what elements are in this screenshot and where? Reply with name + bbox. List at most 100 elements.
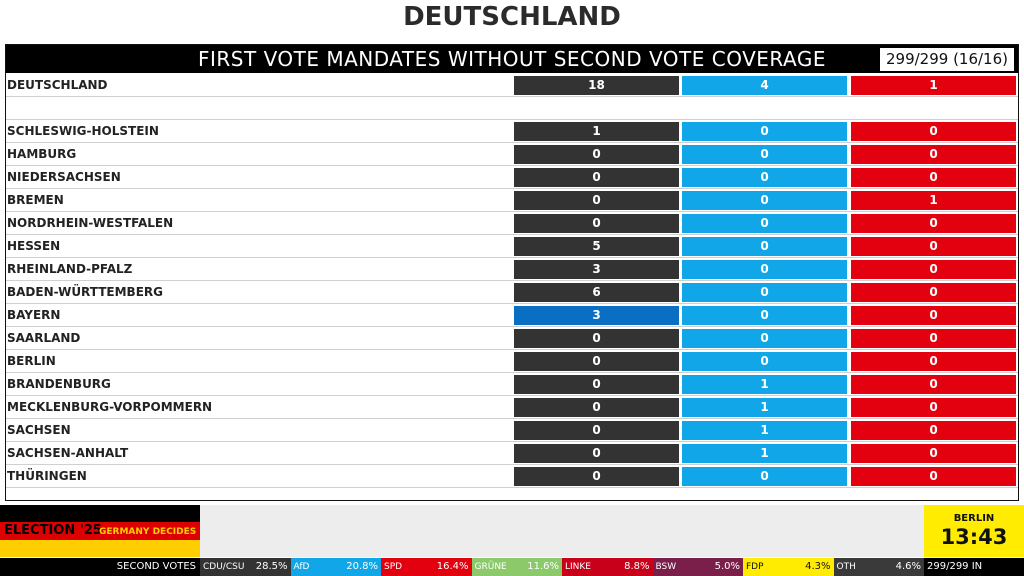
col3-value: 0 [851,375,1016,394]
panel-title: FIRST VOTE MANDATES WITHOUT SECOND VOTE … [198,47,826,71]
party-share: 28.5% [255,561,288,572]
col2-value: 0 [682,214,847,233]
col3-value: 0 [851,329,1016,348]
row-label: SCHLESWIG-HOLSTEIN [7,124,159,138]
results-panel: FIRST VOTE MANDATES WITHOUT SECOND VOTE … [5,44,1019,501]
col3-value: 0 [851,398,1016,417]
state-row: THÜRINGEN 0 0 0 [6,465,1018,488]
col2-value: 0 [682,145,847,164]
col3-value: 0 [851,237,1016,256]
col2-value: 0 [682,260,847,279]
party-share: 16.4% [436,561,469,572]
col3-value: 0 [851,260,1016,279]
row-label: MECKLENBURG-VORPOMMERN [7,400,213,414]
col2-value: 0 [682,306,847,325]
col2-value: 0 [682,168,847,187]
col1-value: 0 [514,168,679,187]
state-row: RHEINLAND-PFALZ 3 0 0 [6,258,1018,281]
ticker-counted: 299/299 IN [927,561,983,572]
col2-value: 1 [682,421,847,440]
col3-value: 1 [851,76,1016,95]
col1-value: 3 [514,306,679,325]
col1-value: 0 [514,444,679,463]
col3-value: 1 [851,191,1016,210]
row-label: SAARLAND [7,331,81,345]
col1-value: 5 [514,237,679,256]
col1-value: 0 [514,145,679,164]
row-label: RHEINLAND-PFALZ [7,262,133,276]
state-row: BRANDENBURG 0 1 0 [6,373,1018,396]
col2-value: 0 [682,467,847,486]
flag-stripe-red [0,522,200,540]
party-segment: OTH 4.6% [833,558,924,576]
row-label: BADEN-WÜRTTEMBERG [7,285,163,299]
state-row: BREMEN 0 0 1 [6,189,1018,212]
flag-stripe-gold [0,540,200,557]
col3-value: 0 [851,352,1016,371]
party-share: 20.8% [346,561,378,572]
state-row: HAMBURG 0 0 0 [6,143,1018,166]
state-row: SACHSEN-ANHALT 0 1 0 [6,442,1018,465]
col2-value: 1 [682,398,847,417]
col1-value: 0 [514,375,679,394]
state-row: MECKLENBURG-VORPOMMERN 0 1 0 [6,396,1018,419]
party-name: OTH [836,562,856,572]
party-name: SPD [384,562,403,572]
row-label: BREMEN [7,193,64,207]
ticker-label: SECOND VOTES [116,561,196,572]
party-segment: SPD 16.4% [381,558,472,576]
party-share: 8.8% [624,561,650,572]
row-label: DEUTSCHLAND [7,78,108,92]
col2-value: 0 [682,352,847,371]
party-segment: GRÜNE 11.6% [471,558,562,576]
clock-city: BERLIN [953,513,995,524]
row-label: THÜRINGEN [7,469,87,483]
party-segment: BSW 5.0% [652,558,743,576]
flag-stripe-black [0,505,200,523]
row-label: HESSEN [7,239,61,253]
party-share: 4.3% [805,561,831,572]
row-label: SACHSEN [7,423,71,437]
ticker-background [200,505,924,557]
row-label: BERLIN [7,354,56,368]
col2-value: 0 [682,122,847,141]
panel-header: FIRST VOTE MANDATES WITHOUT SECOND VOTE … [6,45,1018,73]
row-label: BRANDENBURG [7,377,111,391]
state-row: SACHSEN 0 1 0 [6,419,1018,442]
col1-value: 6 [514,283,679,302]
party-segment: LINKE 8.8% [562,558,653,576]
election-label: ELECTION '25 [4,523,102,538]
col2-value: 0 [682,329,847,348]
row-label: HAMBURG [7,147,77,161]
col1-value: 0 [514,191,679,210]
col1-value: 0 [514,329,679,348]
col1-value: 0 [514,352,679,371]
total-row: DEUTSCHLAND 18 4 1 [6,74,1018,97]
party-name: CDU/CSU [203,562,245,572]
state-row: NIEDERSACHSEN 0 0 0 [6,166,1018,189]
col3-value: 0 [851,145,1016,164]
state-row: BADEN-WÜRTTEMBERG 6 0 0 [6,281,1018,304]
state-row: BAYERN 3 0 0 [6,304,1018,327]
party-segment: FDP 4.3% [743,558,834,576]
party-share: 5.0% [714,561,740,572]
party-segment: AfD 20.8% [290,558,381,576]
col3-value: 0 [851,122,1016,141]
col1-value: 18 [514,76,679,95]
row-label: BAYERN [7,308,61,322]
election-subtitle: GERMANY DECIDES [99,527,197,537]
party-share: 4.6% [895,561,921,572]
row-label: NORDRHEIN-WESTFALEN [7,216,174,230]
col1-value: 0 [514,398,679,417]
col2-value: 4 [682,76,847,95]
col2-value: 0 [682,283,847,302]
party-name: FDP [746,562,764,572]
state-row: SCHLESWIG-HOLSTEIN 1 0 0 [6,120,1018,143]
party-name: GRÜNE [474,562,507,572]
col2-value: 1 [682,444,847,463]
state-row: HESSEN 5 0 0 [6,235,1018,258]
party-share: 11.6% [527,561,559,572]
col1-value: 0 [514,421,679,440]
col3-value: 0 [851,467,1016,486]
party-name: LINKE [565,562,591,572]
